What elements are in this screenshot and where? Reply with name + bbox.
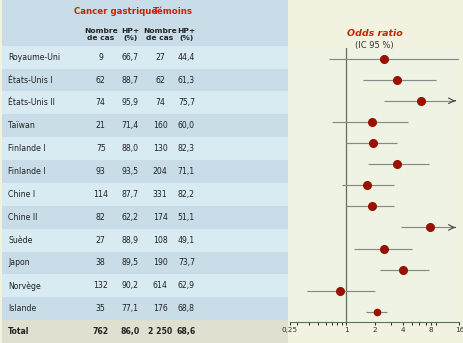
Text: 62,9: 62,9 [177, 281, 194, 290]
Text: 2 250: 2 250 [148, 327, 172, 336]
Text: 77,1: 77,1 [121, 304, 138, 313]
Text: 21: 21 [96, 121, 106, 130]
Text: 93: 93 [96, 167, 106, 176]
Text: 114: 114 [93, 190, 108, 199]
Text: 75,7: 75,7 [177, 98, 194, 107]
Bar [2, 137, 287, 160]
Text: 68,8: 68,8 [177, 304, 194, 313]
Text: 130: 130 [152, 144, 167, 153]
Bar [2, 160, 287, 183]
Bar [2, 320, 287, 343]
Text: 90,2: 90,2 [121, 281, 138, 290]
Text: Finlande I: Finlande I [8, 144, 45, 153]
Text: 60,0: 60,0 [177, 121, 194, 130]
Text: 331: 331 [152, 190, 167, 199]
Bar [2, 229, 287, 251]
Text: HP+
(%): HP+ (%) [121, 28, 139, 41]
Text: 62,2: 62,2 [121, 213, 138, 222]
Text: 88,7: 88,7 [121, 75, 138, 84]
Text: 35: 35 [96, 304, 106, 313]
Text: 93,5: 93,5 [121, 167, 138, 176]
Text: 614: 614 [152, 281, 167, 290]
Text: Suède: Suède [8, 236, 32, 245]
Text: Total: Total [8, 327, 30, 336]
Text: Finlande I: Finlande I [8, 167, 45, 176]
Text: 9: 9 [98, 53, 103, 62]
Bar [2, 274, 287, 297]
Text: 61,3: 61,3 [177, 75, 194, 84]
Text: 62: 62 [155, 75, 165, 84]
Text: Japon: Japon [8, 259, 30, 268]
Text: Taïwan: Taïwan [8, 121, 35, 130]
Text: 82,2: 82,2 [177, 190, 194, 199]
Text: 66,7: 66,7 [121, 53, 138, 62]
Text: 27: 27 [96, 236, 106, 245]
Text: Odds ratio: Odds ratio [346, 29, 402, 38]
Text: 74: 74 [155, 98, 165, 107]
Bar [2, 92, 287, 114]
Text: 95,9: 95,9 [121, 98, 138, 107]
Text: 51,1: 51,1 [177, 213, 194, 222]
Bar [2, 251, 287, 274]
Text: 49,1: 49,1 [177, 236, 194, 245]
Text: 71,1: 71,1 [177, 167, 194, 176]
Text: 132: 132 [93, 281, 108, 290]
Text: 88,0: 88,0 [121, 144, 138, 153]
Text: Royaume-Uni: Royaume-Uni [8, 53, 60, 62]
Text: 27: 27 [155, 53, 165, 62]
Text: 82,3: 82,3 [177, 144, 194, 153]
Text: États-Unis I: États-Unis I [8, 75, 52, 84]
Text: Islande: Islande [8, 304, 36, 313]
Text: 74: 74 [96, 98, 106, 107]
Text: 176: 176 [152, 304, 167, 313]
Bar [2, 206, 287, 229]
Text: 190: 190 [152, 259, 167, 268]
Text: 73,7: 73,7 [177, 259, 194, 268]
Text: (IC 95 %): (IC 95 %) [355, 41, 393, 50]
Bar [2, 114, 287, 137]
Bar [2, 297, 287, 320]
Text: 75: 75 [96, 144, 106, 153]
Text: 762: 762 [93, 327, 109, 336]
Text: Nombre
de cas: Nombre de cas [84, 28, 118, 41]
Text: 204: 204 [152, 167, 167, 176]
Text: Chine I: Chine I [8, 190, 35, 199]
Bar [2, 0, 287, 23]
Text: 160: 160 [152, 121, 167, 130]
Text: 174: 174 [152, 213, 167, 222]
Text: 44,4: 44,4 [177, 53, 194, 62]
Text: Chine II: Chine II [8, 213, 38, 222]
Text: 88,9: 88,9 [121, 236, 138, 245]
Text: 89,5: 89,5 [121, 259, 138, 268]
Text: Témoins: Témoins [153, 7, 193, 16]
Text: 71,4: 71,4 [121, 121, 138, 130]
Bar [2, 46, 287, 69]
Text: Nombre
de cas: Nombre de cas [143, 28, 176, 41]
Bar [2, 23, 287, 46]
Text: 86,0: 86,0 [120, 327, 139, 336]
Bar [2, 69, 287, 92]
Text: Norvège: Norvège [8, 281, 41, 291]
Text: 38: 38 [96, 259, 106, 268]
Text: HP+
(%): HP+ (%) [177, 28, 195, 41]
Text: 108: 108 [152, 236, 167, 245]
Text: 68,6: 68,6 [176, 327, 195, 336]
Text: 82: 82 [96, 213, 106, 222]
Bar [2, 183, 287, 206]
Text: 87,7: 87,7 [121, 190, 138, 199]
Text: Cancer gastrique: Cancer gastrique [74, 7, 157, 16]
Text: États-Unis II: États-Unis II [8, 98, 55, 107]
Text: 62: 62 [96, 75, 106, 84]
